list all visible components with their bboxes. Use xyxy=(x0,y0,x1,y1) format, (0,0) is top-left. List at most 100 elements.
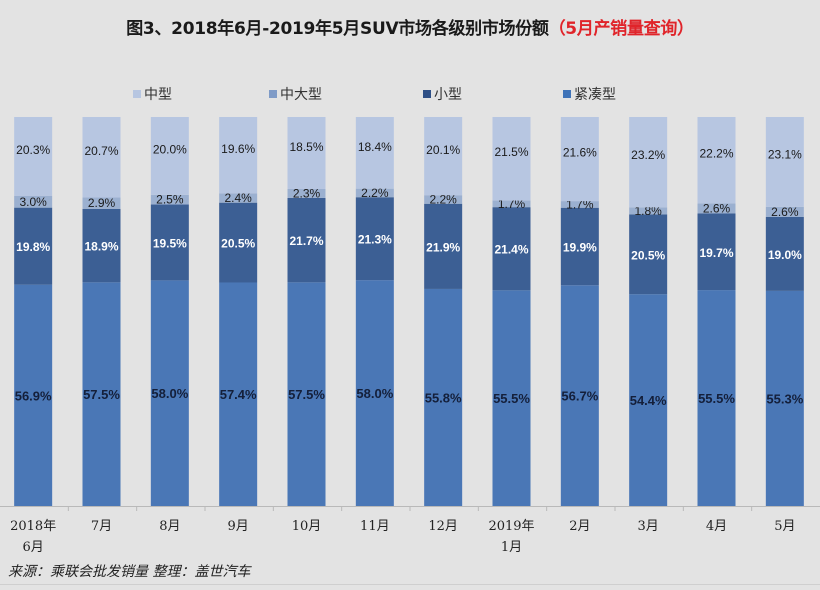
bar-segment-1-8 xyxy=(560,207,599,286)
bottom-divider xyxy=(0,584,820,585)
bar-segment-3-7 xyxy=(492,117,531,201)
x-tick-label-11: 5月 xyxy=(774,519,795,534)
x-tick-label-8: 2月 xyxy=(569,519,590,534)
data-label-1-7: 21.4% xyxy=(494,243,528,257)
bar-segment-2-6 xyxy=(424,195,463,204)
bar-segment-0-10 xyxy=(697,290,736,506)
x-tick-label-3: 9月 xyxy=(228,519,249,534)
data-label-3-6: 20.1% xyxy=(426,143,460,157)
bar-segment-2-5 xyxy=(355,188,394,198)
data-label-0-4: 57.5% xyxy=(288,387,325,402)
data-label-1-6: 21.9% xyxy=(426,240,460,254)
data-label-1-3: 20.5% xyxy=(221,237,255,251)
bar-segment-0-1 xyxy=(82,282,121,506)
data-label-2-2: 2.5% xyxy=(156,193,184,207)
bar-segment-2-9 xyxy=(629,207,668,215)
data-label-3-7: 21.5% xyxy=(494,145,528,159)
data-label-3-2: 20.0% xyxy=(153,143,187,157)
data-label-0-10: 55.5% xyxy=(698,391,735,406)
chart-title-main: 图3、2018年6月-2019年5月SUV市场各级别市场份额 xyxy=(126,19,549,39)
data-label-3-9: 23.2% xyxy=(631,148,665,162)
bar-segment-1-11 xyxy=(765,216,804,291)
bar-segment-2-0 xyxy=(14,195,53,208)
data-label-2-9: 1.8% xyxy=(634,204,662,218)
x-tick-label-9: 3月 xyxy=(638,519,659,534)
data-label-0-5: 58.0% xyxy=(356,386,393,401)
data-label-1-5: 21.3% xyxy=(358,233,392,247)
data-label-1-4: 21.7% xyxy=(289,234,323,248)
bar-segment-2-4 xyxy=(287,188,326,198)
data-label-1-2: 19.5% xyxy=(153,236,187,250)
bar-segment-3-3 xyxy=(219,117,258,194)
bar-segment-2-1 xyxy=(82,197,121,209)
bar-segment-3-5 xyxy=(355,117,394,189)
bar-segment-1-9 xyxy=(629,214,668,295)
data-label-2-5: 2.2% xyxy=(361,186,389,200)
x-tick-label-7: 2019年 1月 xyxy=(488,519,534,555)
legend-swatch-compact xyxy=(563,90,571,98)
bar-segment-3-4 xyxy=(287,117,326,189)
chart-title-highlight: （5月产销量查询） xyxy=(548,19,694,39)
legend-item-mid-large: 中大型 xyxy=(269,84,322,104)
data-label-1-10: 19.7% xyxy=(699,246,733,260)
data-label-1-0: 19.8% xyxy=(16,240,50,254)
data-label-2-4: 2.3% xyxy=(293,186,321,200)
legend-item-mid: 中型 xyxy=(133,84,172,104)
data-label-2-11: 2.6% xyxy=(771,205,799,219)
x-tick-label-0: 2018年 6月 xyxy=(10,519,56,555)
bar-segment-0-9 xyxy=(629,294,668,506)
data-label-3-4: 18.5% xyxy=(289,140,323,154)
bar-segment-0-2 xyxy=(150,280,189,506)
bar-segment-1-10 xyxy=(697,213,736,291)
data-label-0-11: 55.3% xyxy=(766,391,803,406)
legend-label-small: 小型 xyxy=(434,87,462,103)
bar-segment-1-4 xyxy=(287,197,326,283)
bar-segment-0-4 xyxy=(287,282,326,506)
bar-segment-3-6 xyxy=(424,117,463,196)
bar-segment-1-1 xyxy=(82,208,121,283)
x-tick-label-2: 8月 xyxy=(159,519,180,534)
data-label-0-7: 55.5% xyxy=(493,391,530,406)
data-label-2-0: 3.0% xyxy=(19,195,47,209)
bar-segment-2-3 xyxy=(219,193,258,203)
bar-segment-2-11 xyxy=(765,206,804,217)
bar-segment-2-2 xyxy=(150,194,189,205)
legend-swatch-mid-large xyxy=(269,90,277,98)
legend-item-small: 小型 xyxy=(423,84,462,104)
data-label-3-8: 21.6% xyxy=(563,145,597,159)
bar-segment-1-6 xyxy=(424,203,463,289)
x-tick-label-5: 11月 xyxy=(360,519,390,534)
x-tick-label-4: 10月 xyxy=(292,519,322,534)
legend-label-mid: 中型 xyxy=(144,87,172,103)
chart-title: 图3、2018年6月-2019年5月SUV市场各级别市场份额（5月产销量查询） xyxy=(0,14,820,39)
bar-segment-3-0 xyxy=(14,117,53,196)
x-tick-label-6: 12月 xyxy=(428,519,458,534)
data-label-1-9: 20.5% xyxy=(631,248,665,262)
bar-segment-1-5 xyxy=(355,197,394,281)
x-tick-label-10: 4月 xyxy=(706,519,727,534)
legend-label-mid-large: 中大型 xyxy=(280,87,322,103)
data-label-3-11: 23.1% xyxy=(768,148,802,162)
data-label-3-3: 19.6% xyxy=(221,142,255,156)
data-label-0-3: 57.4% xyxy=(220,387,257,402)
legend-swatch-small xyxy=(423,90,431,98)
bar-segment-2-7 xyxy=(492,200,531,208)
bar-segment-0-3 xyxy=(219,282,258,506)
data-label-3-1: 20.7% xyxy=(84,144,118,158)
legend-label-compact: 紧凑型 xyxy=(574,87,616,103)
source-note: 来源：乘联会批发销量 整理：盖世汽车 xyxy=(8,564,251,580)
bar-segment-3-8 xyxy=(560,117,599,202)
bar-segment-2-10 xyxy=(697,203,736,214)
bar-segment-1-0 xyxy=(14,207,53,285)
data-label-0-8: 56.7% xyxy=(561,389,598,404)
data-label-2-6: 2.2% xyxy=(429,192,457,206)
bar-segment-2-8 xyxy=(560,201,599,208)
data-label-3-10: 22.2% xyxy=(699,146,733,160)
data-label-0-6: 55.8% xyxy=(425,390,462,405)
data-label-2-10: 2.6% xyxy=(703,201,731,215)
data-label-0-2: 58.0% xyxy=(151,386,188,401)
legend-swatch-mid xyxy=(133,90,141,98)
bar-segment-3-11 xyxy=(765,117,804,207)
data-label-0-1: 57.5% xyxy=(83,387,120,402)
